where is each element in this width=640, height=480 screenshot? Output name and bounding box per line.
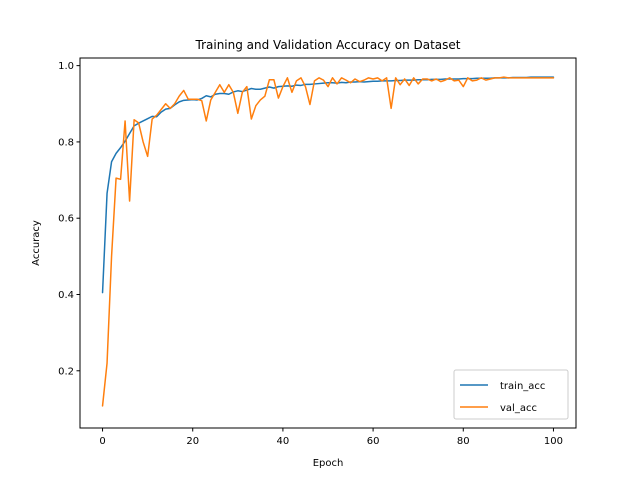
x-tick-label: 0: [99, 436, 105, 447]
y-tick-label: 0.2: [58, 366, 74, 377]
y-tick-label: 0.4: [58, 290, 74, 301]
chart-title: Training and Validation Accuracy on Data…: [195, 38, 461, 52]
x-tick-label: 20: [186, 436, 199, 447]
legend-label-train-acc: train_acc: [500, 381, 545, 392]
y-tick-label: 0.6: [58, 214, 74, 225]
plot-area: [79, 57, 577, 429]
y-axis-ticks: 0.2 0.4 0.6 0.8 1.0: [58, 61, 80, 377]
x-axis-ticks: 0 20 40 60 80 100: [99, 428, 563, 447]
y-axis-label: Accuracy: [31, 220, 42, 266]
chart-legend: train_acc val_acc: [453, 369, 569, 420]
series-layer: [101, 76, 555, 407]
legend-label-val-acc: val_acc: [500, 403, 537, 414]
x-tick-label: 40: [277, 436, 290, 447]
x-tick-label: 60: [367, 436, 380, 447]
x-tick-label: 80: [457, 436, 470, 447]
series-line-val-acc: [101, 76, 555, 407]
y-tick-label: 1.0: [58, 61, 74, 72]
series-line-train-acc: [101, 76, 555, 294]
plot-frame: [79, 57, 577, 429]
x-axis-label: Epoch: [313, 458, 344, 469]
y-tick-label: 0.8: [58, 137, 74, 148]
x-tick-label: 100: [544, 436, 563, 447]
